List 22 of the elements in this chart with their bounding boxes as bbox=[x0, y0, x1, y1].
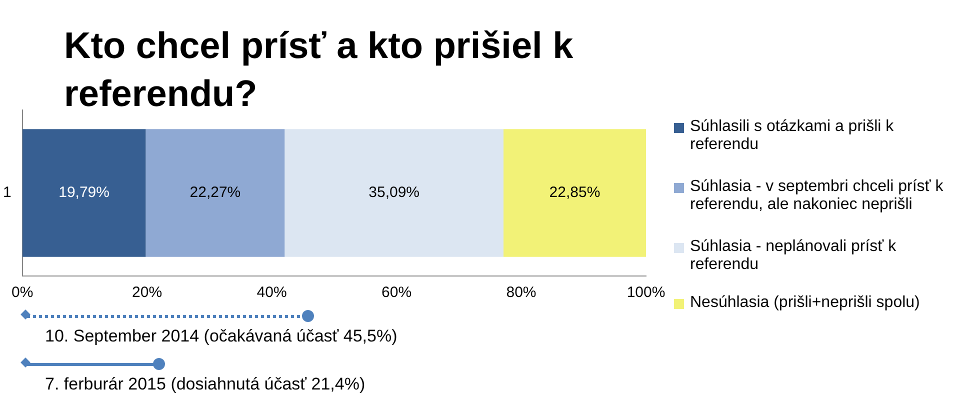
x-tick-label: 100% bbox=[626, 284, 666, 302]
legend-label: Súhlasia - v septembri chceli prísť k referendu, ale nakoniec neprišli bbox=[690, 178, 944, 214]
legend-label: Súhlasili s otázkami a prišli k referendu bbox=[690, 118, 895, 154]
data-label: 22,85% bbox=[549, 184, 600, 202]
x-tick-label: 60% bbox=[382, 284, 412, 302]
x-tick-label: 0% bbox=[12, 284, 34, 302]
bar bbox=[284, 129, 504, 257]
x-tick-label: 80% bbox=[506, 284, 536, 302]
bar bbox=[146, 129, 285, 257]
x-tick-label: 40% bbox=[256, 284, 287, 302]
x-tick-label: 20% bbox=[132, 284, 162, 302]
legend-label: Nesúhlasia (prišli+neprišli spolu) bbox=[690, 294, 920, 312]
text: 7. ferburár 2015 (dosiahnutá účasť 21,4%) bbox=[45, 374, 366, 394]
data-label: 22,27% bbox=[190, 184, 241, 202]
chart-title: Kto chcel prísť a kto prišiel k referendu? bbox=[64, 24, 574, 116]
y-tick-label: 1 bbox=[3, 184, 12, 202]
bar bbox=[503, 129, 646, 257]
data-label: 35,09% bbox=[368, 184, 420, 202]
data-label: 19,79% bbox=[58, 184, 110, 202]
text: 10. September 2014 (očakávaná účasť 45,5%) bbox=[45, 326, 398, 346]
legend-label: Súhlasia - neplánovali prísť k referendu bbox=[690, 238, 898, 274]
bar bbox=[22, 129, 146, 257]
